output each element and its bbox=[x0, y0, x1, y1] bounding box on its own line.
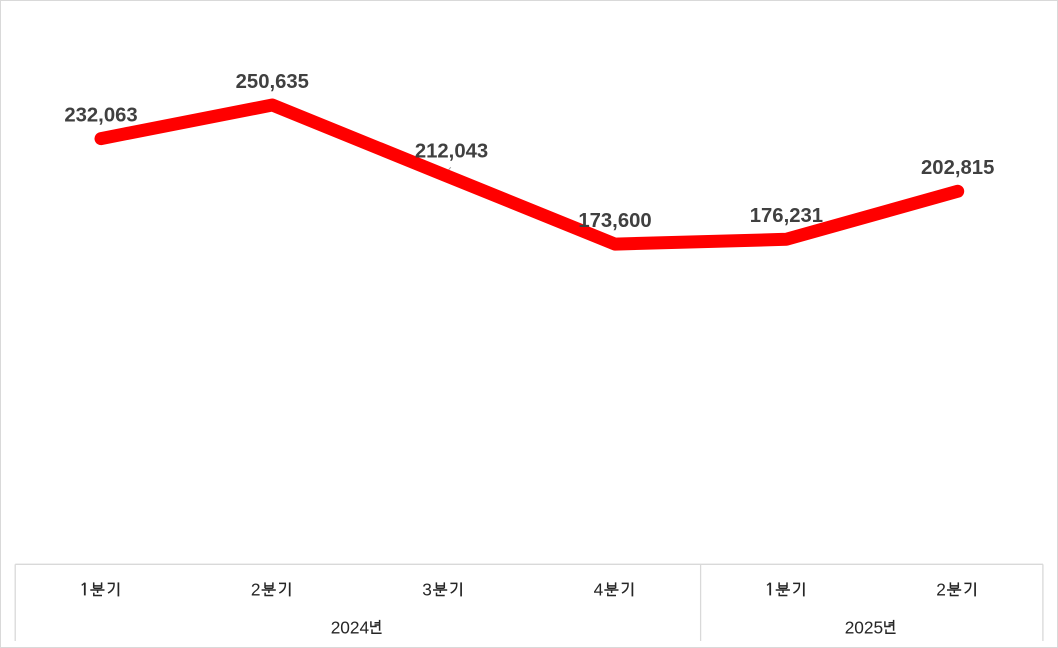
svg-text:2024: 2024 bbox=[331, 617, 370, 637]
svg-text:250,635: 250,635 bbox=[236, 71, 309, 93]
svg-text:2: 2 bbox=[251, 579, 261, 599]
svg-text:232,063: 232,063 bbox=[64, 104, 137, 126]
svg-text:212,043: 212,043 bbox=[415, 140, 488, 162]
svg-text:176,231: 176,231 bbox=[750, 205, 823, 227]
svg-text:202,815: 202,815 bbox=[921, 157, 994, 179]
svg-text:3: 3 bbox=[422, 579, 432, 599]
svg-text:4: 4 bbox=[594, 579, 604, 599]
svg-text:2: 2 bbox=[936, 579, 946, 599]
svg-text:173,600: 173,600 bbox=[578, 210, 651, 232]
svg-text:2025: 2025 bbox=[845, 617, 883, 637]
